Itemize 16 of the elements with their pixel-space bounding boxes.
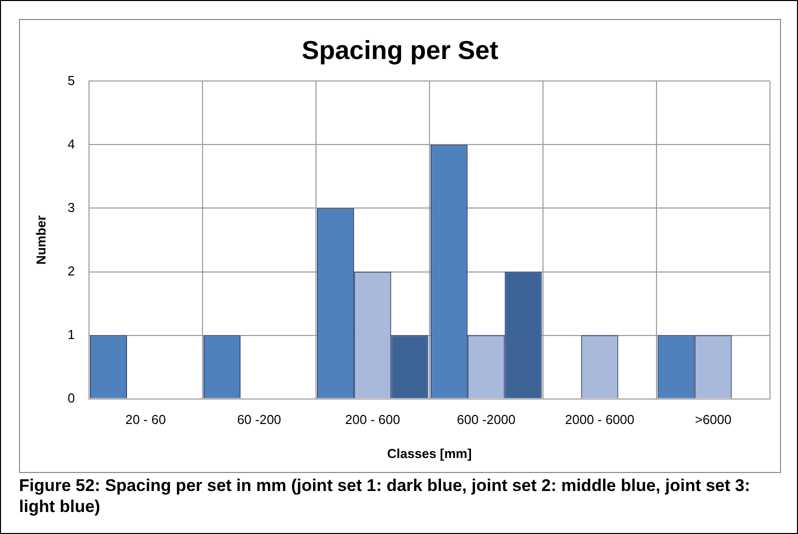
x-axis-title: Classes [mm] xyxy=(387,446,472,461)
y-tick-label: 5 xyxy=(68,72,75,88)
x-tick-label: 600 -2000 xyxy=(456,412,516,428)
x-tick-label: >6000 xyxy=(694,412,732,428)
y-tick-label: 2 xyxy=(68,263,75,278)
caption: Figure 52: Spacing per set in mm (joint set 1: dark blue, joint set 2: middle blue, joint set 3: light blue) xyxy=(19,475,752,517)
y-tick-label: 4 xyxy=(68,136,75,152)
y-tick-label: 0 xyxy=(68,390,75,406)
y-tick-label: 3 xyxy=(68,200,75,215)
x-tick-label: 200 - 600 xyxy=(345,412,400,428)
y-tick-label: 1 xyxy=(68,326,75,342)
y-axis-title: Number xyxy=(33,215,48,265)
x-tick-label: 20 - 60 xyxy=(125,412,166,428)
x-tick-label: 60 -200 xyxy=(237,412,282,428)
x-tick-label: 2000 - 6000 xyxy=(565,412,634,428)
chart-title: Spacing per Set xyxy=(302,34,499,65)
